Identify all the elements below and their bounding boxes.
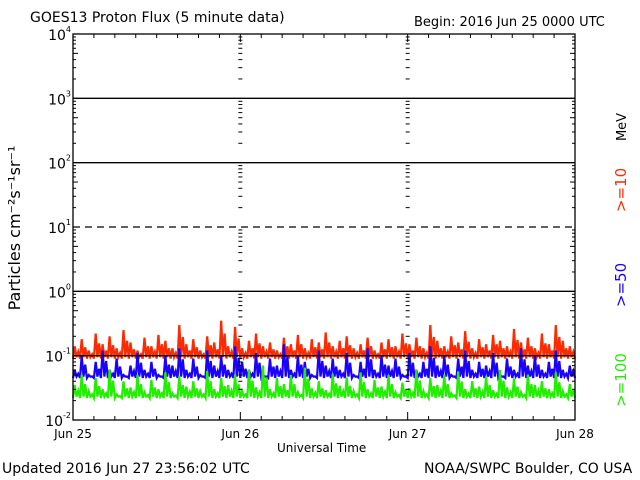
chart-subtitle: Begin: 2016 Jun 25 0000 UTC [414, 15, 605, 30]
y-tick-label: 101 [48, 218, 71, 237]
y-axis-label: Particles cm⁻²s⁻¹sr⁻¹ [5, 146, 24, 311]
x-axis-label: Universal Time [277, 441, 367, 455]
x-tick-label: Jun 27 [388, 427, 427, 441]
series-line-1 [71, 344, 577, 383]
x-tick-label: Jun 28 [555, 427, 594, 441]
y-tick-label: 102 [48, 154, 71, 173]
y-tick-label: 103 [48, 89, 71, 108]
x-tick-label: Jun 25 [53, 427, 92, 441]
y-tick-label: 100 [48, 282, 71, 301]
y-tick-label: 104 [48, 25, 71, 44]
series-line-2 [71, 365, 577, 403]
legend-label-2: >=100 [612, 353, 630, 407]
legend-label-1: >=50 [612, 263, 630, 307]
y-tick-label: 10-1 [45, 347, 71, 366]
x-tick-label: Jun 26 [220, 427, 259, 441]
footer-credit: NOAA/SWPC Boulder, CO USA [424, 461, 633, 477]
series-line-0 [71, 320, 577, 362]
chart-title: GOES13 Proton Flux (5 minute data) [30, 10, 285, 26]
footer-updated: Updated 2016 Jun 27 23:56:02 UTC [2, 461, 250, 477]
legend-unit: MeV [615, 113, 630, 141]
y-tick-label: 10-2 [45, 411, 71, 430]
legend-label-0: >=10 [612, 168, 630, 212]
